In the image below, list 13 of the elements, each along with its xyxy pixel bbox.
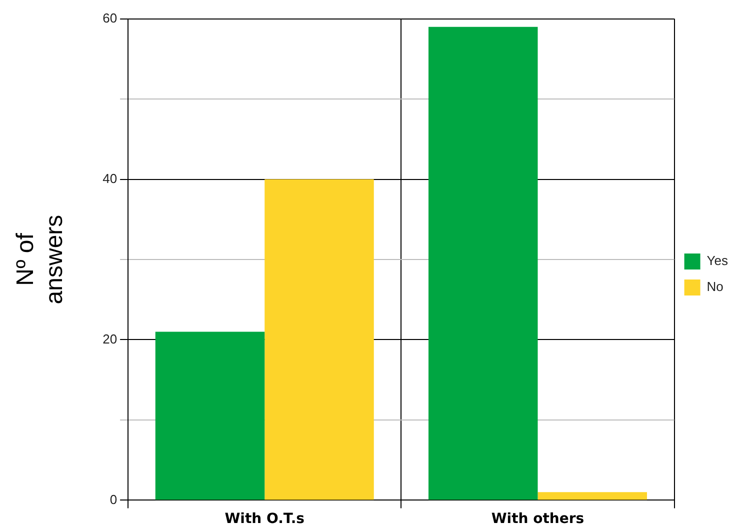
bar — [538, 492, 647, 500]
y-axis-title: Nº of answers — [12, 214, 68, 304]
x-tick-label: With O.T.s — [224, 511, 304, 528]
legend-label: Yes — [706, 253, 728, 268]
legend-label: No — [706, 279, 724, 294]
bar — [264, 179, 374, 500]
y-tick-label: 20 — [102, 331, 118, 346]
y-tick-label: 0 — [110, 492, 118, 507]
y-tick-label: 60 — [102, 10, 118, 26]
y-tick-label: 40 — [102, 170, 118, 186]
x-tick-label: With others — [491, 511, 584, 528]
bar — [155, 332, 265, 500]
bar — [428, 26, 538, 500]
